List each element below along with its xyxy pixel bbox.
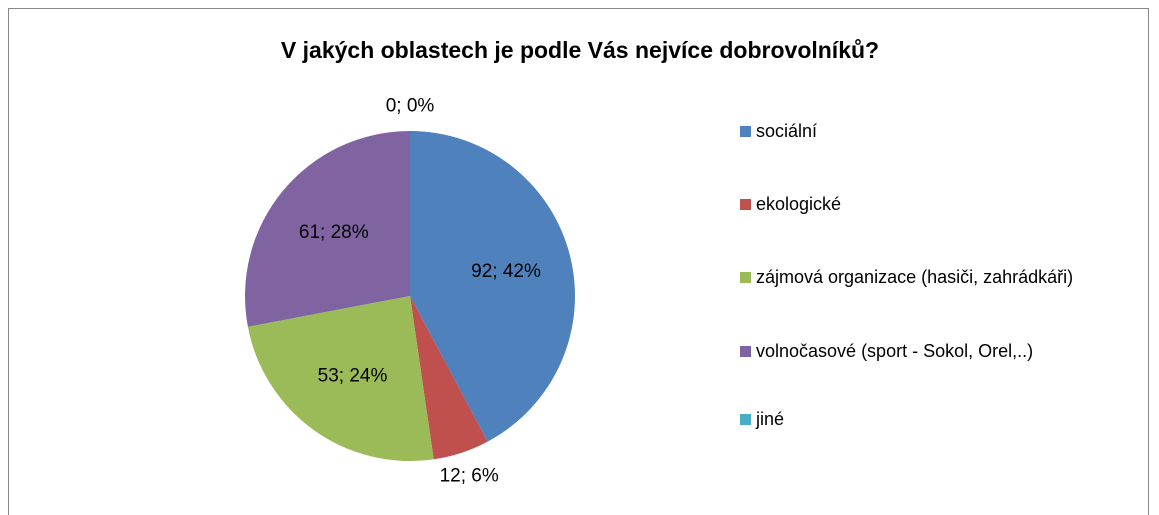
- pie-slice: [410, 296, 488, 460]
- data-label: 0; 0%: [386, 95, 435, 116]
- legend-entry: volnočasové (sport - Sokol, Orel,..): [740, 338, 1110, 364]
- legend-label: ekologické: [756, 194, 842, 214]
- legend-entry: jiné: [740, 406, 1110, 432]
- legend-swatch: [740, 414, 751, 425]
- chart-title: V jakých oblastech je podle Vás nejvíce …: [281, 37, 879, 63]
- legend-swatch: [740, 272, 751, 283]
- legend-label: volnočasové (sport - Sokol, Orel,..): [756, 341, 1034, 361]
- pie-slice: [245, 131, 410, 327]
- legend-label: sociální: [756, 121, 818, 141]
- chart-frame: [8, 8, 1149, 515]
- legend-swatch: [740, 199, 751, 210]
- data-label: 61; 28%: [299, 222, 369, 243]
- data-label: 53; 24%: [318, 366, 388, 387]
- pie-slice: [247, 296, 434, 462]
- legend-label: zájmová organizace (hasiči, zahrádkáři): [756, 267, 1074, 287]
- data-label: 92; 42%: [471, 261, 541, 282]
- pie-slice: [410, 131, 575, 442]
- legend-label: jiné: [756, 409, 785, 429]
- legend-swatch: [740, 346, 751, 357]
- legend-swatch: [740, 126, 751, 137]
- legend-entry: zájmová organizace (hasiči, zahrádkáři): [740, 264, 1110, 290]
- legend-entry: sociální: [740, 118, 1110, 144]
- legend-entry: ekologické: [740, 191, 1110, 217]
- data-label: 12; 6%: [440, 465, 499, 486]
